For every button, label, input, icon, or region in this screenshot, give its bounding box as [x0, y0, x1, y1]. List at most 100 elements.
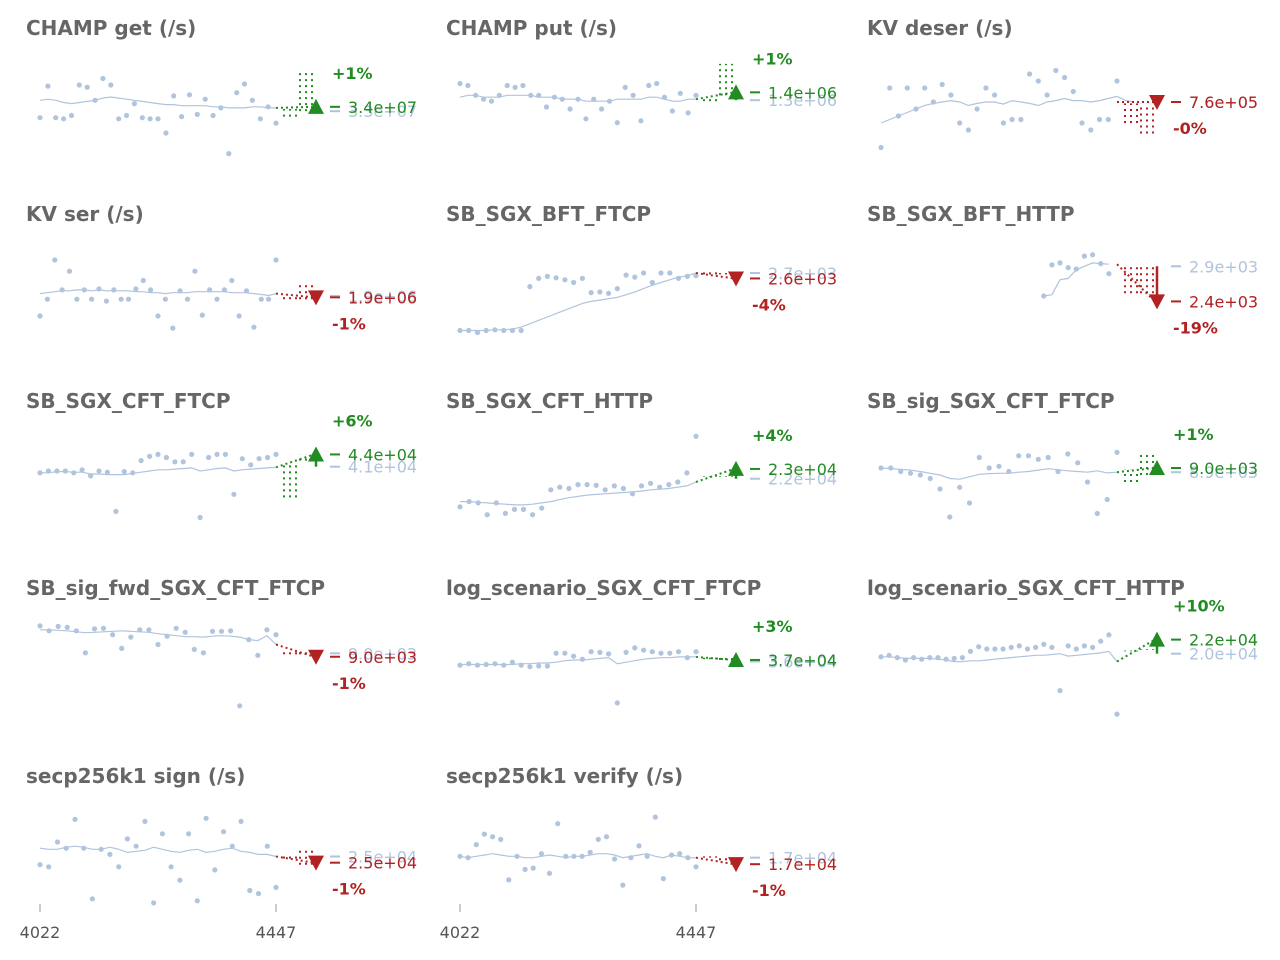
data-point — [91, 626, 98, 632]
baseline-label: 8.9e+03 — [1189, 463, 1258, 482]
data-point — [265, 104, 271, 110]
data-point — [457, 662, 463, 668]
current-label: 2.2e+04 — [1189, 631, 1258, 650]
data-point — [133, 286, 139, 292]
data-point — [571, 279, 577, 286]
data-point — [1065, 265, 1071, 271]
data-point — [92, 97, 98, 103]
data-point — [648, 480, 654, 486]
data-point — [1057, 260, 1063, 266]
data-point — [602, 487, 608, 493]
data-point — [571, 653, 577, 659]
data-point — [548, 487, 554, 493]
data-point — [203, 815, 209, 821]
baseline-label: 9.0e+03 — [348, 644, 417, 663]
current-label: 3.4e+07 — [348, 98, 417, 117]
trend-line — [460, 656, 696, 666]
data-point — [164, 633, 170, 639]
data-point — [878, 654, 884, 660]
data-point — [685, 855, 691, 861]
data-point — [888, 465, 894, 471]
data-point — [37, 862, 43, 868]
panel-title: SB_sig_SGX_CFT_FTCP — [867, 389, 1115, 413]
data-point — [53, 115, 59, 121]
current-label: 2.5e+04 — [348, 854, 417, 873]
data-point — [128, 634, 134, 640]
data-point — [506, 877, 512, 883]
change-percent: -1% — [752, 881, 786, 900]
data-point — [199, 312, 205, 318]
data-point — [518, 327, 524, 334]
delta-dotted-link — [275, 643, 315, 658]
data-point — [37, 313, 43, 319]
data-point — [1106, 271, 1112, 277]
data-point — [943, 656, 949, 662]
data-point — [646, 82, 652, 89]
change-arrow-head — [728, 651, 744, 667]
data-point — [976, 454, 982, 461]
delta-dotted-link — [695, 91, 735, 101]
data-point — [266, 296, 272, 302]
data-point — [180, 459, 186, 465]
delta-dotted-link — [695, 856, 735, 866]
data-point — [669, 108, 676, 114]
data-point — [551, 94, 558, 100]
baseline-label: 3.6e+04 — [768, 652, 837, 671]
current-label: 9.0e+03 — [1189, 459, 1258, 478]
x-tick-label: 4022 — [20, 923, 61, 942]
change-arrow-head — [308, 446, 324, 462]
data-point — [555, 821, 561, 827]
data-point — [231, 491, 237, 497]
data-point — [1094, 510, 1100, 517]
data-point — [878, 465, 884, 471]
data-point — [147, 116, 153, 122]
data-point — [202, 96, 208, 102]
data-point — [465, 82, 471, 89]
delta-dotted-link — [275, 453, 315, 469]
x-tick-label: 4447 — [676, 923, 717, 942]
data-point — [658, 650, 664, 656]
baseline-label: 3.3e+07 — [348, 102, 417, 121]
data-point — [622, 84, 628, 90]
data-point — [221, 829, 227, 835]
data-point — [186, 92, 193, 98]
data-point — [530, 512, 536, 518]
change-percent: -4% — [752, 295, 786, 314]
data-point — [1033, 644, 1039, 651]
baseline-label: 2.0e+04 — [1189, 645, 1258, 664]
data-point — [693, 649, 699, 655]
data-point — [976, 644, 982, 650]
data-point — [562, 650, 568, 656]
data-point — [536, 663, 542, 669]
data-point — [544, 273, 551, 279]
change-arrow-head — [1149, 294, 1165, 310]
data-point — [98, 846, 104, 852]
data-point — [159, 831, 165, 837]
data-point — [509, 327, 515, 334]
data-point — [1070, 88, 1076, 95]
current-label: 1.9e+06 — [348, 288, 417, 307]
data-point — [528, 92, 534, 98]
data-point — [273, 257, 279, 263]
data-point — [1049, 644, 1055, 651]
data-point — [629, 491, 636, 497]
data-point — [684, 273, 690, 279]
data-point — [264, 627, 270, 633]
data-point — [103, 298, 109, 304]
delta-dotted-link — [695, 655, 735, 661]
baseline-label: 1.3e+06 — [768, 91, 837, 110]
data-point — [473, 842, 479, 848]
data-point — [133, 843, 139, 849]
x-tick-label: 4022 — [440, 923, 481, 942]
panel-title: log_scenario_SGX_CFT_FTCP — [446, 576, 761, 600]
data-point — [685, 110, 691, 116]
data-point — [887, 85, 893, 91]
data-point — [124, 836, 130, 842]
data-point — [632, 274, 638, 280]
data-point — [612, 856, 618, 862]
data-point — [559, 96, 565, 102]
data-point — [628, 855, 634, 861]
data-point — [654, 80, 660, 87]
change-percent: -19% — [1173, 318, 1218, 337]
data-point — [1081, 253, 1087, 259]
